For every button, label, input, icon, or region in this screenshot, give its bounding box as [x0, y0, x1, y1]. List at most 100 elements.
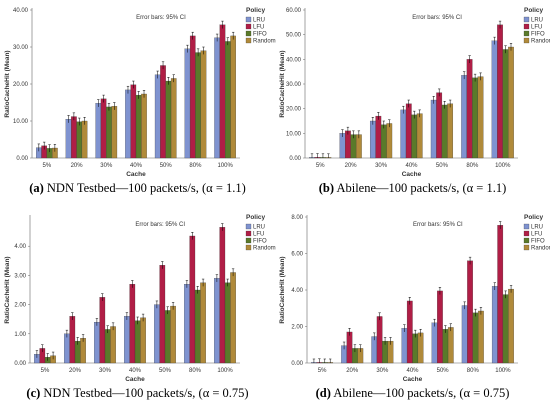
y-axis-title: RatioCacheHit (Mean)	[4, 50, 11, 117]
legend-label-fifo: FIFO	[253, 32, 267, 38]
chart-svg-d: 0.00 2.00 4.00 6.00 8.00 RatioCacheHit (Mean)…	[279, 214, 550, 383]
bar-fifo-50pct	[441, 104, 448, 159]
x-tick-label: 100%	[217, 368, 233, 374]
bar-fifo-50pct	[165, 80, 172, 159]
bar-fifo-20pct	[76, 121, 83, 159]
x-axis-title: Cache	[403, 376, 423, 383]
y-axis-title: RatioCacheHit (Mean)	[279, 50, 286, 117]
bar-fifo-80pct	[195, 52, 201, 159]
legend-title: Policy	[246, 7, 266, 14]
bar-random-20pct	[81, 120, 88, 159]
caption-text-c: NDN Testbed—100 packets/s, (α = 0.75)	[43, 386, 249, 400]
bar-lru-80pct	[461, 305, 468, 364]
chart-panel-c: 0.00 1.00 2.00 3.00 4.00 RatioCacheHit (Mean)…	[0, 205, 276, 409]
bar-random-80pct	[478, 310, 484, 364]
bar-lfu-50pct	[160, 65, 166, 159]
bar-fifo-30pct	[104, 329, 111, 364]
legend-swatch-lru	[245, 223, 252, 230]
legend-swatch-lru	[523, 16, 530, 23]
bar-lru-30pct	[94, 321, 100, 364]
y-tick-label: 30.00	[13, 45, 29, 51]
bar-lru-80pct	[184, 48, 191, 159]
y-tick-label: 4.00	[14, 244, 26, 250]
legend-title: Policy	[246, 214, 266, 221]
caption-a: (a) NDN Testbed—100 packets/s, (α = 1.1)	[0, 181, 275, 196]
caption-b: (b) Abilene—100 packets/s, (α = 1.1)	[275, 181, 550, 196]
legend-swatch-fifo	[245, 237, 252, 244]
bar-random-30pct	[386, 123, 393, 159]
bar-lru-30pct	[369, 120, 376, 159]
error-bars-note: Error bars: 95% CI	[412, 15, 462, 21]
bar-random-30pct	[111, 106, 118, 159]
legend-swatch-lfu	[523, 230, 530, 237]
x-tick-label: 5%	[41, 368, 50, 374]
x-tick-label: 5%	[43, 163, 52, 169]
chart-svg-a: 0.00 10.00 20.00 30.00 40.00 RatioCacheHit (M…	[4, 7, 276, 178]
bar-fifo-80pct	[194, 289, 201, 364]
legend-swatch-lru	[245, 16, 252, 23]
error-bars-note: Error bars: 95% CI	[136, 15, 186, 21]
caption-text-d: Abilene—100 packets/s, (α = 0.75)	[333, 386, 510, 400]
y-tick-label: 10.00	[13, 119, 29, 125]
bar-lfu-80pct	[189, 235, 196, 364]
legend-label-random: Random	[531, 246, 550, 252]
legend-swatch-random	[245, 37, 252, 44]
chart-svg-b: 0.00 10.00 20.00 30.00 40.00 50.00 60.00 RatioC…	[279, 7, 550, 178]
x-tick-label: 30%	[100, 163, 113, 169]
x-tick-label: 30%	[99, 368, 112, 374]
bar-fifo-80pct	[472, 312, 479, 364]
bar-lfu-80pct	[466, 59, 473, 159]
legend-label-lru: LRU	[253, 18, 265, 24]
bar-random-80pct	[200, 50, 207, 159]
bar-fifo-40pct	[134, 320, 141, 364]
bar-fifo-80pct	[472, 77, 478, 159]
legend-swatch-fifo	[245, 30, 252, 37]
y-tick-label: 2.00	[291, 325, 303, 331]
bar-lfu-100pct	[497, 24, 503, 159]
bar-lru-20pct	[65, 119, 72, 159]
bar-lfu-80pct	[467, 260, 473, 364]
legend-swatch-lfu	[523, 23, 530, 30]
legend-label-lfu: LFU	[253, 25, 264, 31]
bar-lfu-30pct	[375, 115, 382, 159]
bar-lru-20pct	[64, 333, 70, 364]
bar-lru-100pct	[491, 40, 498, 159]
bar-lru-50pct	[154, 74, 161, 159]
legend-swatch-fifo	[523, 30, 530, 37]
legend-label-fifo: FIFO	[531, 32, 545, 38]
bar-lfu-30pct	[376, 316, 383, 364]
bar-lfu-30pct	[100, 98, 107, 159]
legend-swatch-fifo	[523, 237, 530, 244]
legend-label-random: Random	[531, 39, 550, 45]
legend-swatch-lfu	[245, 230, 252, 237]
y-tick-label: 20.00	[13, 82, 29, 88]
y-tick-label: 40.00	[286, 57, 302, 63]
x-tick-label: 50%	[436, 163, 449, 169]
bar-random-100pct	[230, 35, 236, 159]
x-tick-label: 30%	[375, 163, 388, 169]
bar-lfu-100pct	[219, 24, 226, 159]
bar-random-100pct	[508, 288, 514, 364]
bar-random-30pct	[110, 326, 116, 364]
bar-lfu-30pct	[99, 297, 106, 364]
legend-swatch-random	[523, 244, 530, 251]
bar-lru-50pct	[431, 322, 438, 364]
bar-lru-30pct	[95, 103, 102, 159]
bar-lfu-100pct	[497, 225, 504, 364]
bar-lru-80pct	[461, 75, 468, 159]
bar-lfu-20pct	[345, 130, 351, 159]
bar-lru-40pct	[124, 316, 130, 364]
bar-random-100pct	[508, 46, 514, 159]
x-tick-label: 20%	[345, 163, 358, 169]
caption-label-c: (c)	[26, 386, 41, 400]
bar-fifo-50pct	[442, 329, 449, 364]
x-tick-label: 20%	[69, 368, 82, 374]
legend-title: Policy	[524, 214, 544, 221]
bar-fifo-100pct	[502, 294, 509, 364]
caption-label-b: (b)	[318, 181, 335, 195]
legend-label-lru: LRU	[531, 18, 543, 24]
caption-label-a: (a)	[29, 181, 44, 195]
bar-lfu-80pct	[189, 35, 196, 159]
y-tick-label: 40.00	[13, 8, 29, 14]
